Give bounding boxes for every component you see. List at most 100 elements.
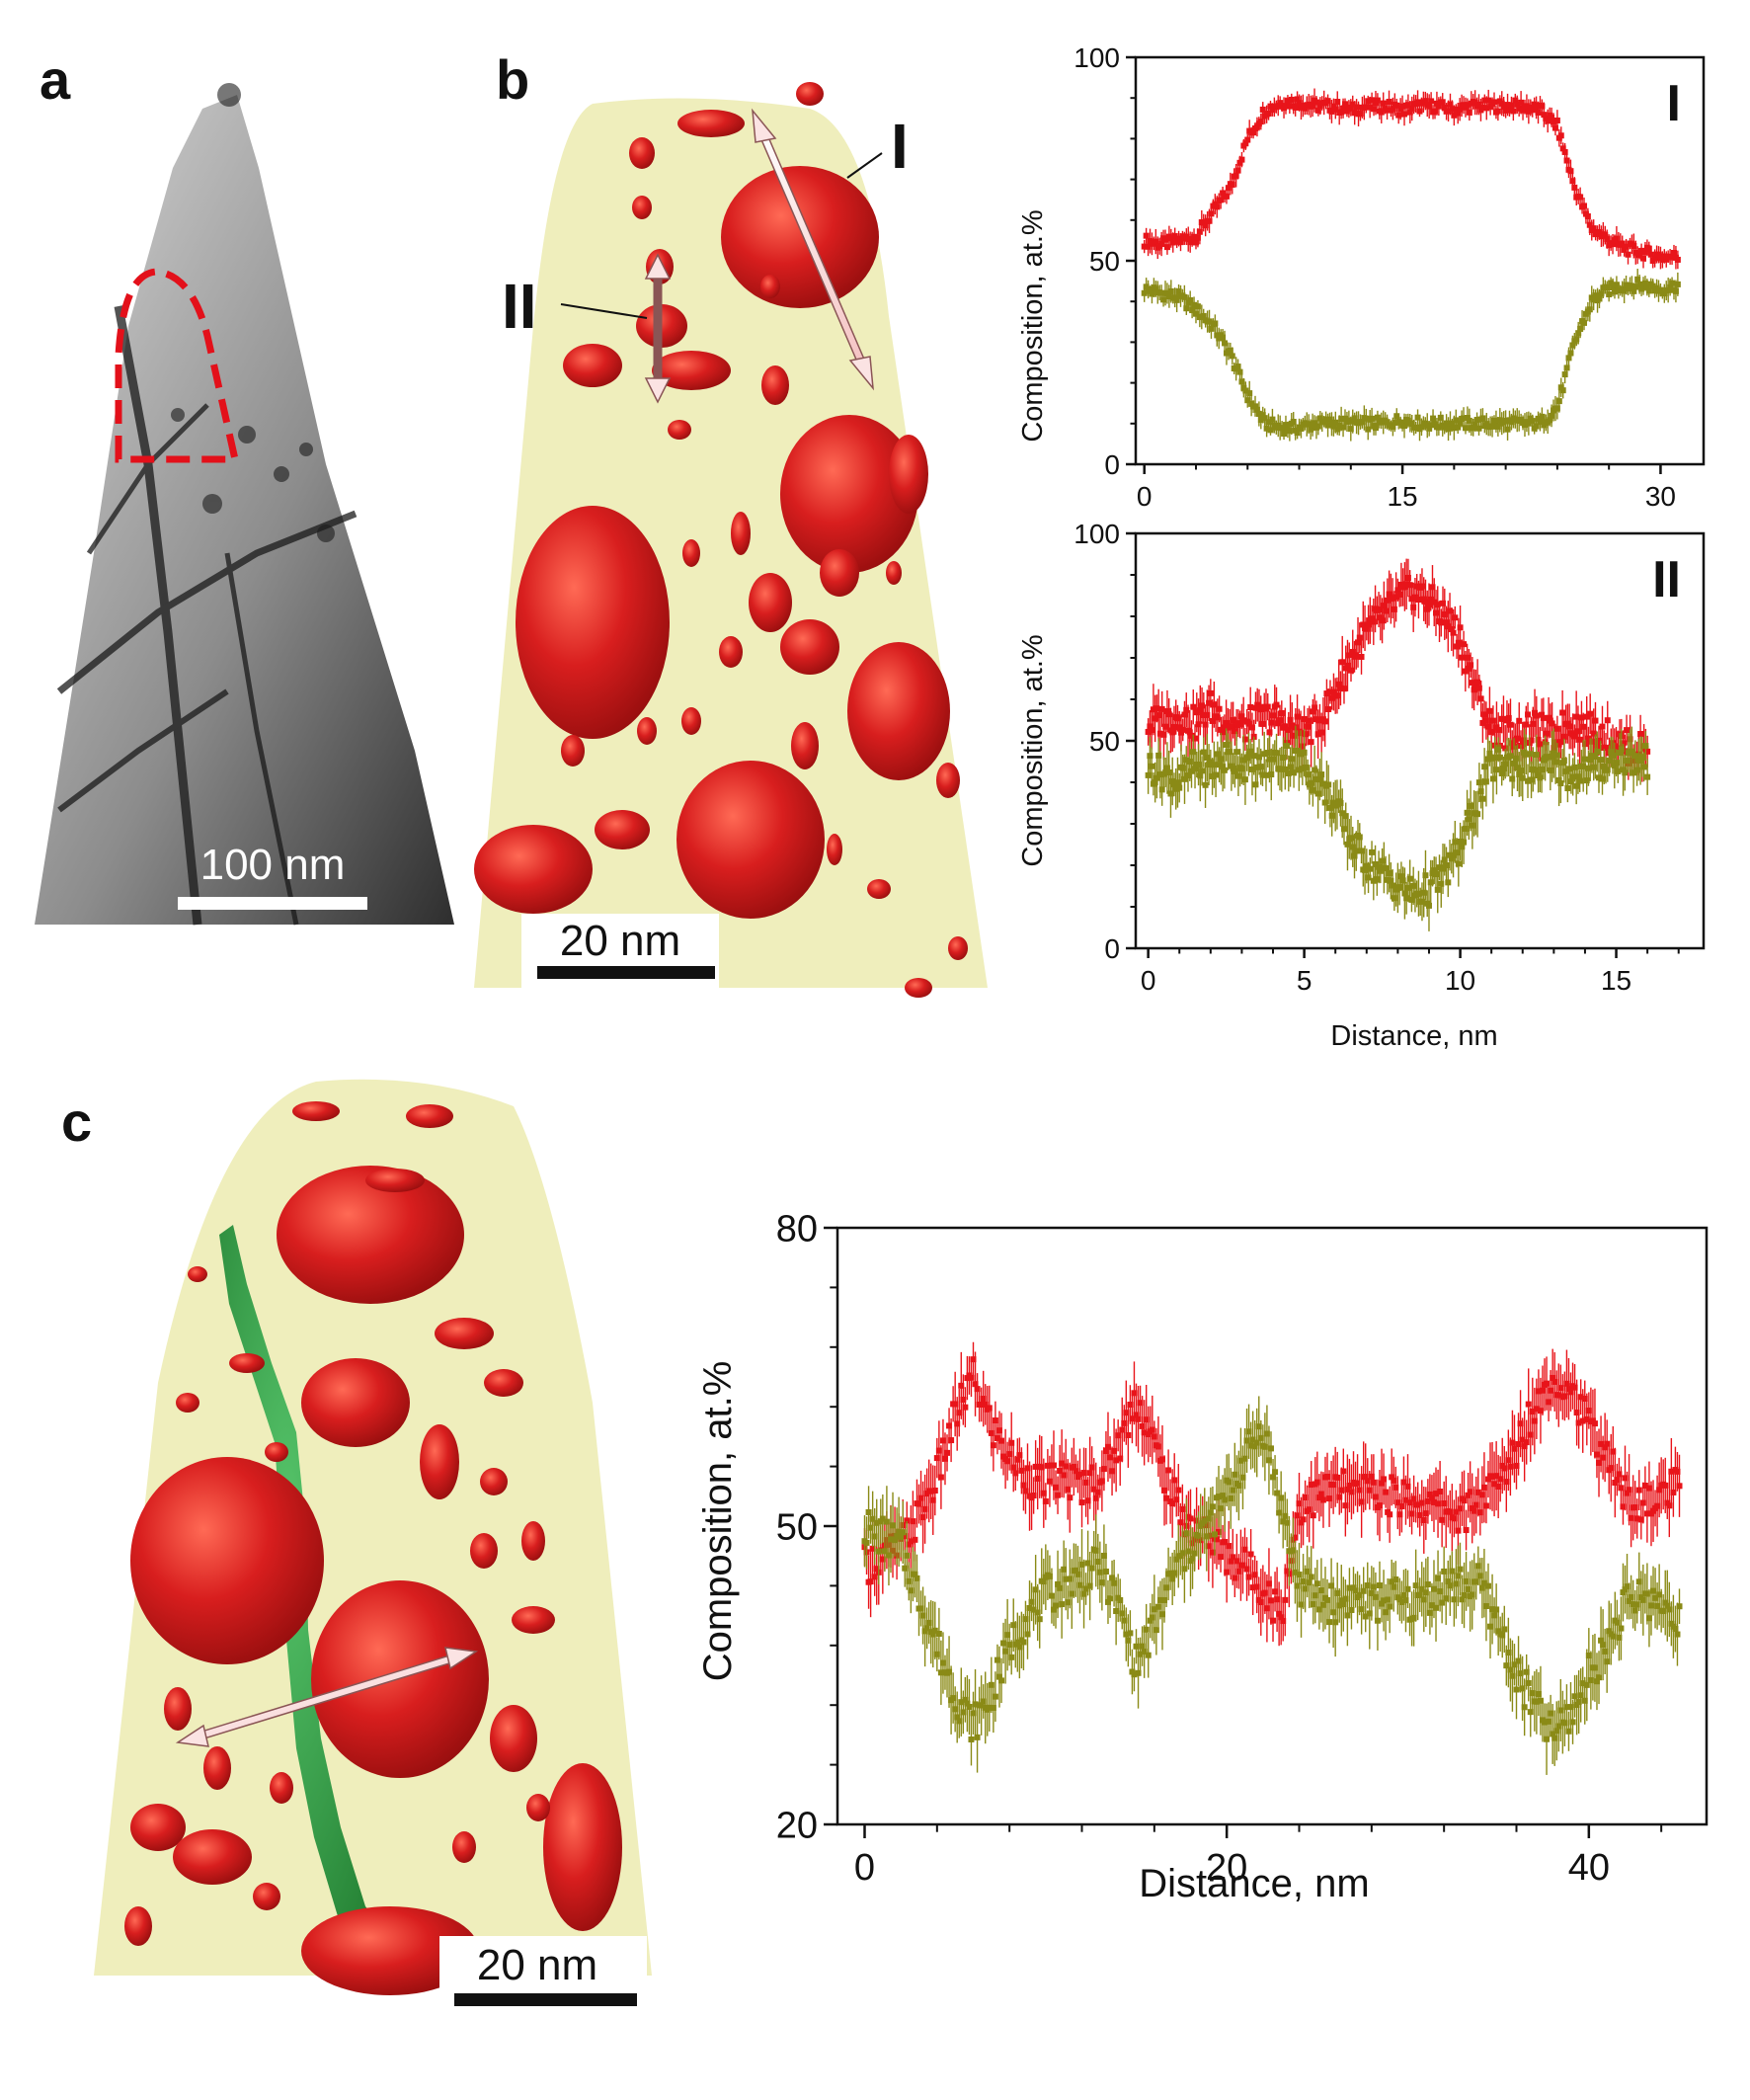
data-point bbox=[1332, 106, 1339, 113]
data-point bbox=[970, 1356, 977, 1363]
data-point bbox=[1374, 1617, 1381, 1624]
data-point bbox=[1461, 641, 1468, 648]
data-point bbox=[1598, 1440, 1605, 1447]
data-point bbox=[1212, 320, 1219, 327]
data-point bbox=[1642, 743, 1649, 750]
data-point bbox=[1615, 767, 1622, 774]
data-point bbox=[1294, 430, 1301, 437]
data-point bbox=[1220, 1493, 1227, 1499]
data-point bbox=[1153, 285, 1159, 292]
data-point bbox=[1523, 1439, 1530, 1446]
data-point bbox=[1654, 1502, 1661, 1509]
data-point bbox=[1404, 1483, 1411, 1490]
chart-I-axes bbox=[1134, 55, 1706, 466]
data-point bbox=[1546, 754, 1552, 761]
data-point bbox=[1441, 104, 1448, 111]
data-point bbox=[1626, 1597, 1632, 1604]
data-point bbox=[1158, 1611, 1165, 1618]
data-point bbox=[1207, 689, 1214, 696]
data-point bbox=[1482, 717, 1489, 724]
data-point bbox=[1257, 1434, 1264, 1441]
data-point bbox=[1557, 132, 1564, 139]
data-point bbox=[1457, 420, 1464, 427]
data-point bbox=[1222, 1539, 1229, 1546]
data-point bbox=[1600, 1642, 1607, 1649]
data-point bbox=[1641, 1483, 1648, 1490]
data-point bbox=[1440, 865, 1447, 872]
data-point bbox=[1555, 1392, 1562, 1399]
data-point bbox=[1255, 411, 1262, 418]
data-point bbox=[1252, 704, 1259, 711]
data-point bbox=[1583, 1681, 1590, 1688]
data-point bbox=[1348, 1606, 1355, 1613]
data-point bbox=[1273, 750, 1280, 757]
data-point bbox=[1518, 99, 1525, 106]
data-point bbox=[1395, 112, 1402, 119]
data-point bbox=[1270, 1474, 1277, 1481]
data-point bbox=[1239, 1474, 1246, 1481]
data-point bbox=[1006, 1642, 1013, 1649]
scale-label-c: 20 nm bbox=[477, 1941, 597, 1989]
data-point bbox=[1521, 1443, 1528, 1450]
data-point bbox=[1030, 1493, 1037, 1499]
data-point bbox=[1594, 748, 1601, 755]
chart-II-ylabel: Composition, at.% bbox=[1017, 634, 1049, 866]
data-point bbox=[1422, 98, 1429, 105]
data-point bbox=[1151, 1606, 1157, 1613]
data-point bbox=[1577, 194, 1584, 201]
data-point bbox=[1516, 717, 1523, 724]
data-point bbox=[1040, 1490, 1047, 1496]
data-point bbox=[1175, 235, 1182, 242]
data-point bbox=[1319, 1601, 1326, 1608]
data-point bbox=[919, 1514, 926, 1521]
data-point bbox=[1016, 1452, 1023, 1459]
data-point bbox=[1374, 414, 1381, 421]
data-point bbox=[1326, 1495, 1333, 1502]
data-point bbox=[1000, 1640, 1007, 1647]
data-point bbox=[1434, 602, 1441, 608]
data-point bbox=[1428, 1494, 1435, 1501]
data-point bbox=[1531, 1417, 1538, 1424]
data-point bbox=[1661, 290, 1668, 297]
data-point bbox=[1211, 762, 1218, 768]
data-point bbox=[992, 1417, 998, 1424]
data-point bbox=[937, 1474, 944, 1481]
data-point bbox=[1514, 765, 1521, 771]
data-point bbox=[1466, 665, 1472, 672]
data-point bbox=[1478, 1584, 1485, 1591]
data-point bbox=[919, 1612, 926, 1619]
data-point bbox=[1057, 1468, 1064, 1475]
data-point bbox=[1235, 1568, 1242, 1575]
data-point bbox=[1510, 108, 1517, 115]
data-point bbox=[958, 1699, 965, 1706]
data-point bbox=[1119, 1426, 1126, 1433]
data-point bbox=[1598, 1637, 1605, 1644]
data-point bbox=[1565, 1386, 1572, 1393]
data-point bbox=[1533, 1698, 1540, 1705]
data-point bbox=[1596, 1459, 1603, 1466]
data-point bbox=[1525, 711, 1532, 718]
data-point bbox=[1466, 417, 1472, 424]
data-point bbox=[1537, 1697, 1544, 1704]
data-point bbox=[972, 1381, 979, 1388]
data-point bbox=[867, 1578, 874, 1585]
data-point bbox=[1050, 1462, 1057, 1469]
data-point bbox=[1153, 238, 1159, 245]
data-point bbox=[1601, 764, 1608, 770]
data-point bbox=[1483, 105, 1490, 112]
data-point bbox=[1152, 779, 1158, 786]
data-point bbox=[898, 1534, 905, 1541]
data-point bbox=[1621, 246, 1628, 253]
data-point bbox=[1491, 1481, 1498, 1488]
data-point bbox=[1235, 1482, 1242, 1489]
data-point bbox=[956, 1410, 963, 1416]
data-point bbox=[1479, 104, 1486, 111]
data-point bbox=[1347, 835, 1354, 842]
data-point bbox=[1640, 255, 1647, 262]
data-point bbox=[1270, 712, 1277, 719]
data-point bbox=[1467, 1489, 1473, 1495]
data-point bbox=[1548, 1710, 1554, 1717]
data-point bbox=[1448, 626, 1455, 633]
data-point bbox=[1623, 282, 1630, 288]
data-point bbox=[1596, 228, 1603, 235]
